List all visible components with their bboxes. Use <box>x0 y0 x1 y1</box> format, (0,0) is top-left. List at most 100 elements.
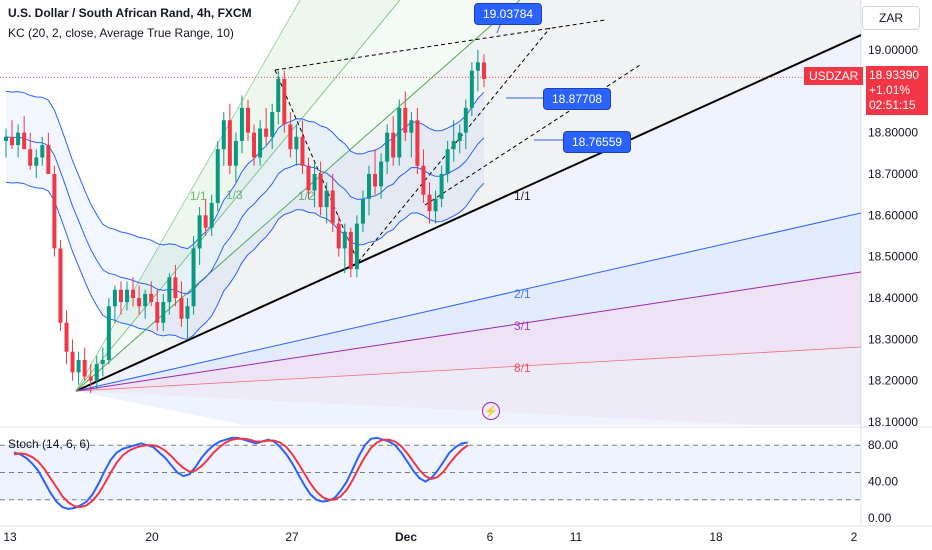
candle-body <box>94 364 99 381</box>
candle-body <box>191 248 196 307</box>
candle-body <box>246 107 250 133</box>
price-change: +1.01% <box>869 83 911 97</box>
candle-body <box>276 78 281 112</box>
stochastic-pane[interactable] <box>0 436 861 510</box>
candle-body <box>239 107 244 141</box>
candle-body <box>112 289 117 307</box>
candle-body <box>451 140 456 150</box>
y-tick-label: 18.50000 <box>868 250 918 264</box>
fan-line-2-1 <box>75 212 861 392</box>
candle-body <box>397 107 402 158</box>
candle-body <box>10 136 15 146</box>
fan-line-1-2 <box>75 0 401 392</box>
trendline-1-1 <box>75 34 861 392</box>
candle-body <box>155 302 160 323</box>
candle-body <box>439 173 444 199</box>
price-pane[interactable]: 1/1 1/3 1/2 1/12/13/18/1 <box>0 0 861 550</box>
y-tick-label: 18.80000 <box>868 126 918 140</box>
fan-line-1-1-green <box>75 0 521 392</box>
candle-body <box>161 302 166 323</box>
candle-body <box>336 223 341 249</box>
candle-body <box>179 297 184 319</box>
candle-body <box>167 277 172 303</box>
fan-label-1-1: 1/1 <box>514 189 531 203</box>
candle-body <box>4 136 8 141</box>
candle-body <box>52 173 57 249</box>
y-tick-label: 18.60000 <box>868 208 918 222</box>
currency-selector[interactable]: ZAR <box>862 6 920 30</box>
fan-label-2-1: 2/1 <box>514 287 531 301</box>
candle-body <box>34 157 39 166</box>
x-tick-label: 13 <box>3 530 17 544</box>
candle-body <box>354 223 359 270</box>
candle-body <box>463 107 468 133</box>
candle-body <box>342 231 347 249</box>
candle-body <box>318 173 323 208</box>
candle-body <box>88 376 93 381</box>
stoch-legend[interactable]: Stoch (14, 6, 6) <box>8 437 91 451</box>
candle-body <box>391 132 396 158</box>
candle-body <box>348 231 353 270</box>
x-tick-label: 20 <box>145 530 159 544</box>
fan-line-3-1 <box>75 271 861 392</box>
channel-upper-dashed <box>357 27 551 263</box>
candle-body <box>185 306 190 319</box>
chart-title: U.S. Dollar / South African Rand, 4h, FX… <box>8 6 252 20</box>
candle-body <box>137 297 142 307</box>
candle-body <box>312 173 317 191</box>
x-tick-label: 27 <box>285 530 299 544</box>
candle-body <box>58 248 63 323</box>
candle-body <box>373 173 378 187</box>
stoch-d-line <box>13 437 469 509</box>
x-tick-label: 2 <box>851 530 858 544</box>
candle-body <box>46 145 51 174</box>
candle-body <box>445 149 450 174</box>
fan-line-1-3 <box>75 0 301 392</box>
candle-body <box>294 136 299 150</box>
candle-body <box>173 277 178 298</box>
last-price: 18.93390 <box>869 68 920 82</box>
candle-body <box>209 202 214 228</box>
y-tick-label: 18.40000 <box>868 291 918 305</box>
candle-body <box>233 140 238 166</box>
candle-body <box>118 289 123 303</box>
candle-body <box>379 161 384 187</box>
fan-label-8-1: 8/1 <box>514 361 531 375</box>
candle-body <box>330 190 335 224</box>
fan-line-8-1 <box>75 346 861 392</box>
stoch-band-fill <box>0 445 861 500</box>
candle-body <box>385 132 390 162</box>
candle-body <box>258 128 263 158</box>
candle-body <box>403 107 408 133</box>
candle-body <box>264 128 269 137</box>
candle-body <box>282 78 287 125</box>
indicator-legend[interactable]: KC (20, 2, close, Average True Range, 10… <box>8 26 234 40</box>
y-tick-label: 18.70000 <box>868 167 918 181</box>
candle-body <box>270 111 275 137</box>
candle-body <box>252 132 257 158</box>
candle-body <box>197 215 202 249</box>
candle-body <box>221 120 226 150</box>
symbol-tag: USDZAR <box>804 67 864 85</box>
candle-body <box>409 120 414 133</box>
candle-body <box>481 62 486 79</box>
fan-fill-blue <box>76 35 861 425</box>
fan-fill-grey <box>76 0 861 391</box>
x-tick-label: 11 <box>570 530 583 544</box>
price-callout-top[interactable]: 19.03784 <box>474 3 543 25</box>
price-callout-bottom[interactable]: 18.76559 <box>563 131 632 153</box>
candle-body <box>16 132 21 146</box>
lightning-icon[interactable]: ⚡ <box>482 402 500 420</box>
y-tick-label: 18.10000 <box>868 415 918 429</box>
stoch-y-tick: 40.00 <box>868 475 898 489</box>
candle-body <box>76 359 81 373</box>
candle-body <box>203 215 208 228</box>
candle-body <box>64 322 69 352</box>
candle-body <box>421 165 426 195</box>
last-price-tag: 18.93390 +1.01% 02:51:15 <box>866 66 928 115</box>
stoch-y-tick: 80.00 <box>868 438 898 452</box>
price-callout-middle[interactable]: 18.87708 <box>543 88 612 110</box>
candle-body <box>143 293 148 307</box>
candle-body <box>306 165 311 191</box>
